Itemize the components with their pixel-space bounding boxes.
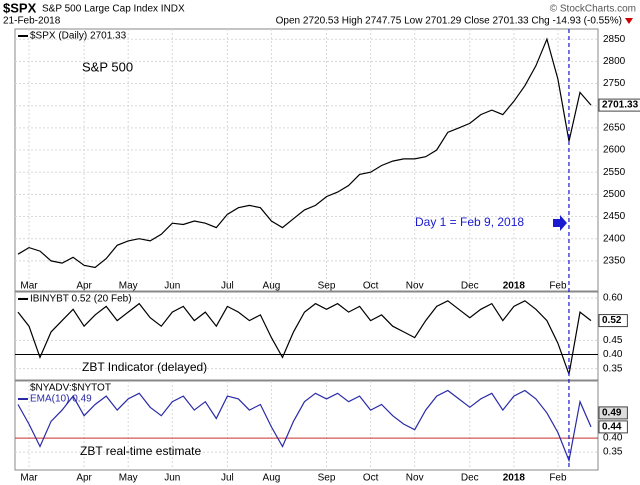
y-tick-label: 2500 [603,189,626,200]
x-tick-label: Dec [461,281,479,292]
panel-frame [14,380,599,471]
x-tick-label: 2018 [503,473,526,484]
series-line [17,389,592,463]
y-tick-label: 2850 [603,34,626,45]
y-tick-label: 2750 [603,78,626,89]
y-tick-label: 0.60 [603,293,623,304]
annotation: ZBT real-time estimate [80,444,201,458]
legend-label: EMA(10) 0.49 [30,394,92,405]
x-tick-label: Mar [20,281,38,292]
x-tick-label: Jun [164,473,180,484]
y-tick-label: 2550 [603,167,626,178]
last-value-box [598,98,640,112]
arrow [553,215,567,231]
y-tick-label: 2650 [603,123,626,134]
legend-title: $NYADV:$NYTOT [30,383,111,394]
series-line [17,300,592,377]
date: 21-Feb-2018 [3,16,61,27]
last-value-box [598,406,628,420]
panel-frame [14,291,599,381]
y-tick-label: 0.35 [603,363,623,374]
y-tick-label: 0.45 [603,335,623,346]
x-tick-label: Aug [263,281,281,292]
x-tick-label: Aug [263,473,281,484]
annotation: ZBT Indicator (delayed) [82,360,207,374]
last-value-label: 0.52 [602,315,622,326]
chart-title: S&P 500 Large Cap Index INDX [42,4,185,15]
x-tick-label: Oct [363,473,379,484]
x-tick-label: Nov [406,473,424,484]
y-tick-label: 2350 [603,255,626,266]
x-tick-label: Feb [549,281,567,292]
source: © StockCharts.com [550,4,636,15]
x-tick-label: Oct [363,281,379,292]
x-tick-label: 2018 [503,281,526,292]
x-tick-label: Sep [318,473,336,484]
x-tick-label: Mar [20,473,38,484]
x-tick-label: Jun [164,281,180,292]
legend-label: IBINYBT 0.52 (20 Feb) [30,294,132,305]
last-value-box [598,420,628,434]
x-tick-label: Jul [221,281,234,292]
y-tick-label: 2600 [603,145,626,156]
y-tick-label: 2400 [603,233,626,244]
panel-frame [14,28,599,292]
y-tick-label: 0.40 [603,433,623,444]
x-tick-label: Sep [318,281,336,292]
series-line [17,37,592,269]
x-tick-label: May [119,473,138,484]
y-tick-label: 2450 [603,211,626,222]
last-value-label: 2701.33 [602,100,639,111]
x-tick-label: Dec [461,473,479,484]
last-value-box [598,314,628,328]
x-tick-label: Feb [549,473,567,484]
down-arrow [625,18,633,24]
x-tick-label: Nov [406,281,424,292]
x-tick-label: Apr [76,473,92,484]
y-tick-label: 0.35 [603,447,623,458]
annotation: Day 1 = Feb 9, 2018 [415,215,524,229]
last-value-label: 0.49 [602,408,622,419]
x-tick-label: Apr [76,281,92,292]
quote: Open 2720.53 High 2747.75 Low 2701.29 Cl… [276,16,622,27]
last-value-label: 0.44 [602,422,622,433]
y-tick-label: 2800 [603,56,626,67]
legend-label: $SPX (Daily) 2701.33 [30,31,127,42]
symbol: $SPX [3,0,37,15]
x-tick-label: Jul [221,473,234,484]
annotation: S&P 500 [82,59,133,74]
x-tick-label: May [119,281,138,292]
y-tick-label: 0.40 [603,349,623,360]
